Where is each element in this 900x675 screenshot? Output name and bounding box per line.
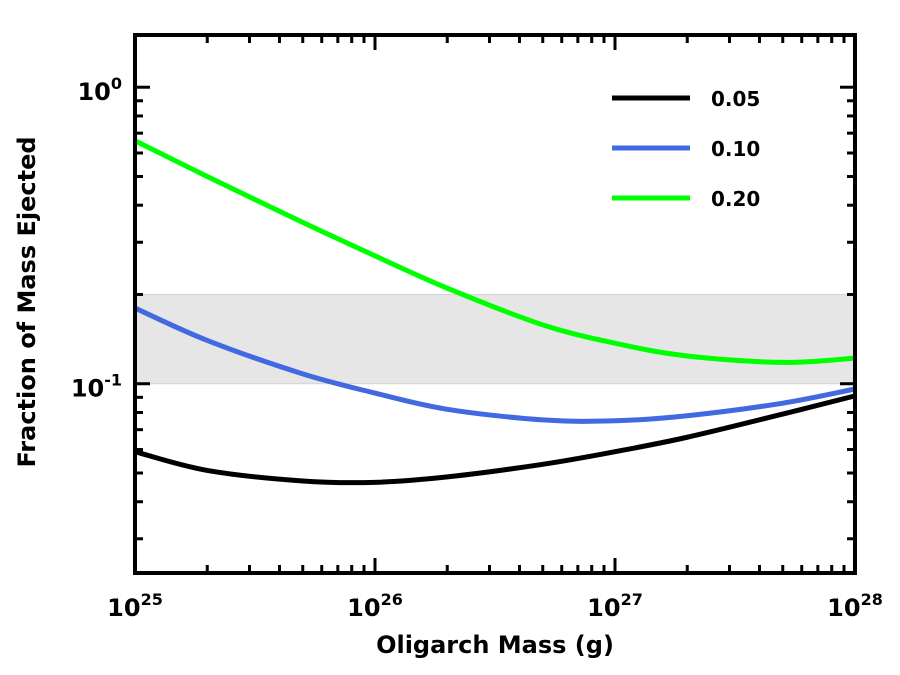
- x-tick-label: 1025: [107, 590, 163, 622]
- legend-label-0.05: 0.05: [711, 87, 760, 111]
- tick-labels: 1025 1026 1027 1028 10-1 100: [71, 74, 883, 622]
- y-axis-title: Fraction of Mass Ejected: [13, 136, 41, 467]
- y-tick-label: 100: [77, 74, 122, 106]
- series-line-0.05: [134, 393, 856, 486]
- series-line-0.20: [133, 138, 856, 365]
- legend-label-0.20: 0.20: [711, 187, 760, 211]
- x-axis-title: Oligarch Mass (g): [376, 631, 614, 659]
- legend-label-0.10: 0.10: [711, 137, 760, 161]
- y-tick-label: 10-1: [71, 371, 122, 403]
- plot-frame: [133, 33, 857, 575]
- series-line-0.10: [133, 305, 856, 424]
- series-lines: [133, 138, 856, 486]
- x-tick-label: 1027: [587, 590, 643, 622]
- x-tick-label: 1028: [827, 590, 883, 622]
- legend: 0.05 0.10 0.20: [612, 87, 760, 211]
- x-tick-label: 1026: [347, 590, 403, 622]
